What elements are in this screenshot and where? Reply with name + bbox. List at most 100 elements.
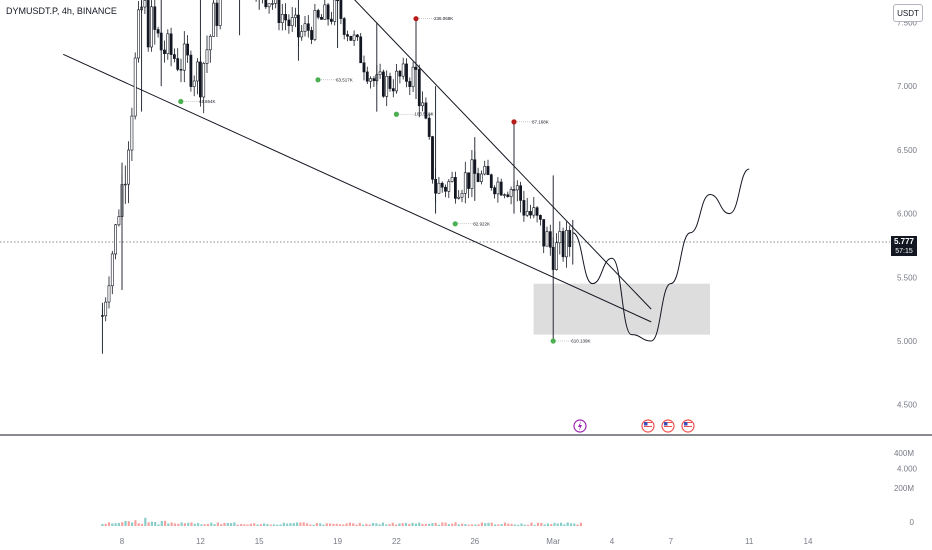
volume-bar — [157, 524, 160, 526]
candle-body — [395, 70, 399, 92]
pivot-high-marker — [413, 16, 419, 22]
last-price-badge — [891, 236, 917, 257]
volume-bar — [187, 522, 190, 526]
candle-body — [365, 71, 369, 82]
candle-body — [440, 182, 444, 188]
candle-body — [564, 229, 568, 258]
pivot-low-marker — [393, 111, 399, 117]
upper-trendline[interactable] — [220, 0, 652, 310]
volume-bar — [348, 522, 351, 526]
candle-body — [342, 18, 346, 35]
candle-body — [150, 6, 153, 48]
candle-body — [391, 88, 395, 92]
lightning-icon[interactable] — [573, 419, 587, 433]
candle-body — [496, 181, 500, 195]
volume-bar — [368, 524, 371, 526]
candle-body — [313, 10, 317, 40]
pivot-low-label: 610.139K — [571, 339, 590, 344]
volume-bar — [490, 522, 493, 526]
candle-body — [189, 54, 193, 87]
candle-body — [467, 172, 471, 189]
us-flag-icon[interactable] — [681, 419, 695, 433]
volume-bar — [461, 523, 464, 526]
volume-bar — [414, 523, 417, 526]
volume-bar — [154, 521, 157, 526]
us-flag-icon-stripe — [644, 424, 652, 425]
candle-body — [274, 0, 278, 4]
volume-bar — [388, 524, 391, 526]
volume-bar — [230, 523, 233, 526]
pivot-high-label: 87.168K — [532, 119, 549, 124]
volume-bar — [457, 524, 460, 526]
volume-bar — [329, 523, 332, 526]
volume-bar — [441, 522, 444, 526]
candle-body — [123, 183, 127, 186]
volume-bar — [454, 522, 457, 526]
us-flag-icon-stripe — [684, 428, 692, 429]
candle-body — [444, 186, 447, 192]
candle-body — [401, 63, 405, 77]
price-tick-label: 7.500 — [897, 19, 918, 28]
candle-body — [294, 14, 297, 18]
volume-bar — [464, 524, 467, 526]
volume-bar — [325, 523, 328, 526]
candle-body — [326, 4, 330, 20]
candle-body — [316, 10, 320, 18]
demand-zone[interactable] — [533, 283, 710, 335]
candle-body — [166, 33, 170, 54]
pivot-low-label: 82.922K — [473, 221, 490, 226]
volume-bar — [312, 524, 315, 526]
volume-bar — [279, 524, 282, 526]
volume-bar — [391, 522, 394, 526]
candle-body — [483, 166, 487, 175]
volume-bar — [451, 523, 454, 526]
volume-bar — [556, 523, 559, 526]
volume-bar — [276, 524, 279, 526]
time-tick-label: 11 — [745, 537, 754, 546]
volume-bar — [560, 522, 563, 526]
volume-bar — [197, 523, 200, 526]
us-flag-icon[interactable] — [641, 419, 655, 433]
us-flag-icon-stripe — [644, 422, 652, 423]
candle-body — [156, 29, 160, 34]
volume-bar — [424, 523, 427, 526]
volume-bar — [147, 522, 150, 526]
volume-bar — [576, 524, 579, 526]
volume-bar — [259, 524, 262, 526]
volume-bar — [216, 522, 219, 526]
candle-body — [323, 4, 327, 20]
time-tick-label: 8 — [120, 537, 125, 546]
candle-body — [398, 70, 402, 77]
projection-path[interactable] — [572, 168, 750, 342]
volume-bar — [322, 524, 325, 526]
candle-body — [205, 49, 209, 64]
candle-body — [470, 159, 474, 189]
volume-bar — [249, 523, 252, 526]
candle-body — [215, 2, 219, 26]
volume-bar — [272, 524, 276, 526]
lower-trendline[interactable] — [62, 53, 652, 323]
volume-bar — [213, 524, 216, 526]
candle-body — [437, 182, 441, 194]
candle-body — [493, 187, 497, 195]
currency-button[interactable]: USDT — [893, 4, 923, 22]
volume-bar — [444, 522, 447, 526]
candle-body — [421, 102, 425, 107]
volume-bar — [342, 524, 345, 526]
candle-body — [329, 18, 333, 22]
candle-body — [146, 0, 150, 48]
volume-bar — [484, 523, 487, 526]
volume-bar — [243, 524, 246, 526]
volume-bar — [503, 522, 507, 526]
candle-body — [212, 2, 216, 37]
candle-body — [359, 36, 363, 64]
candle-body — [182, 43, 186, 71]
candle-body — [385, 76, 389, 97]
candle-body — [463, 172, 467, 194]
us-flag-icon-stripe — [664, 422, 672, 423]
volume-bar — [474, 524, 477, 526]
volume-bar — [256, 524, 259, 526]
us-flag-icon[interactable] — [661, 419, 675, 433]
candle-body — [503, 194, 506, 196]
